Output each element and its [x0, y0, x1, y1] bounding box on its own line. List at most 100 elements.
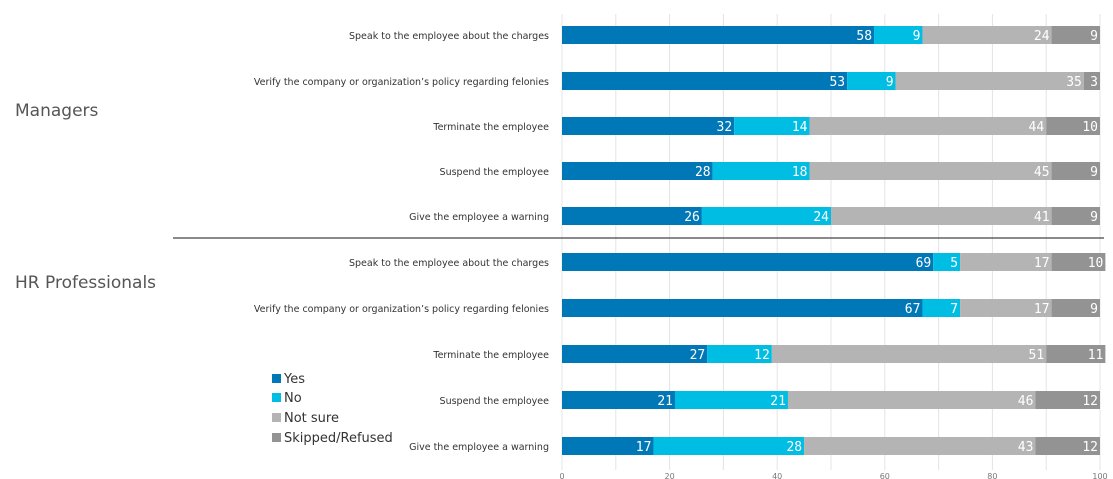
- group-label: Managers: [15, 101, 99, 121]
- bar-segment: [933, 253, 961, 271]
- x-tick-label: 20: [665, 472, 675, 479]
- data-label: 58: [856, 29, 872, 44]
- category-label: Speak to the employee about the charges: [349, 31, 549, 42]
- bar-segment: [960, 299, 1052, 317]
- category-label: Give the employee a warning: [409, 212, 549, 223]
- x-tick-label: 60: [880, 472, 890, 479]
- data-label: 5: [950, 256, 958, 271]
- data-label: 17: [1034, 302, 1050, 317]
- x-axis-ticks: 0 20 40 60 80 100: [559, 472, 1107, 479]
- data-label: 21: [770, 394, 786, 409]
- data-label: 44: [1029, 120, 1045, 135]
- bar-segment: [1046, 117, 1100, 135]
- category-label: Speak to the employee about the charges: [349, 258, 549, 269]
- category-labels: Speak to the employee about the charges V…: [254, 31, 549, 453]
- bar-segment: [562, 253, 934, 271]
- data-label: 14: [792, 120, 808, 135]
- bar-segment: [1051, 162, 1100, 180]
- data-label: 9: [913, 29, 921, 44]
- legend-swatch: [272, 374, 281, 383]
- x-tick-label: 80: [987, 472, 997, 479]
- data-label: 28: [786, 440, 802, 455]
- data-label: 27: [690, 348, 706, 363]
- data-label: 35: [1066, 75, 1082, 90]
- category-label: Verify the company or organization’s pol…: [254, 77, 549, 88]
- bar-segment: [1035, 391, 1100, 409]
- category-label: Terminate the employee: [432, 122, 549, 133]
- x-tick-label: 0: [559, 472, 564, 479]
- data-label: 11: [1088, 348, 1104, 363]
- bar-segment: [847, 72, 896, 90]
- bar-segment: [562, 345, 708, 363]
- bar-segment: [922, 299, 961, 317]
- bar-segment: [562, 207, 702, 225]
- bar-segment: [1083, 72, 1100, 90]
- data-label: 12: [1082, 394, 1098, 409]
- data-label: 10: [1088, 256, 1104, 271]
- category-label: Terminate the employee: [432, 350, 549, 361]
- bar-segment: [1051, 26, 1100, 44]
- legend-swatch: [272, 413, 281, 422]
- bar-segment: [562, 72, 848, 90]
- category-label: Suspend the employee: [440, 167, 550, 178]
- bar-segment: [809, 117, 1047, 135]
- legend-swatch: [272, 433, 281, 442]
- bar-segment: [707, 345, 772, 363]
- data-label: 45: [1034, 165, 1050, 180]
- data-label: 17: [1034, 256, 1050, 271]
- bar-segment: [674, 391, 788, 409]
- data-label: 18: [792, 165, 808, 180]
- legend-label: Yes: [283, 372, 305, 387]
- data-label: 67: [905, 302, 921, 317]
- data-label: 9: [1090, 29, 1098, 44]
- data-label: 46: [1018, 394, 1034, 409]
- data-label: 24: [1034, 29, 1050, 44]
- data-label: 43: [1018, 440, 1034, 455]
- legend-label: Skipped/Refused: [284, 431, 393, 446]
- bar-segment: [771, 345, 1047, 363]
- data-label: 24: [813, 210, 829, 225]
- bar-segment: [874, 26, 923, 44]
- bar-segment: [701, 207, 831, 225]
- bar-segment: [1051, 253, 1106, 271]
- data-label: 53: [829, 75, 845, 90]
- bar-segment: [712, 162, 810, 180]
- bar-segment: [1035, 437, 1100, 455]
- data-label: 28: [695, 165, 711, 180]
- data-label: 12: [1082, 440, 1098, 455]
- data-label: 69: [916, 256, 932, 271]
- data-label: 3: [1090, 75, 1098, 90]
- bar-segment: [809, 162, 1052, 180]
- data-label: 17: [636, 440, 652, 455]
- data-label: 12: [754, 348, 770, 363]
- x-tick-label: 40: [772, 472, 782, 479]
- bar-segment: [831, 207, 1052, 225]
- category-label: Verify the company or organization’s pol…: [254, 304, 549, 315]
- bar-segment: [922, 26, 1052, 44]
- bar-segment: [653, 437, 805, 455]
- group-labels: Managers HR Professionals: [15, 101, 156, 293]
- legend-label: No: [284, 391, 302, 406]
- data-label: 51: [1029, 348, 1045, 363]
- bar-segment: [562, 117, 735, 135]
- legend-swatch: [272, 393, 281, 402]
- bar-segment: [804, 437, 1036, 455]
- bar-segment: [1046, 345, 1106, 363]
- bar-segment: [562, 162, 713, 180]
- bar-segment: [1051, 207, 1100, 225]
- data-label: 9: [1090, 165, 1098, 180]
- bar-segment: [787, 391, 1036, 409]
- legend: Yes No Not sure Skipped/Refused: [272, 372, 393, 446]
- bar-segment: [562, 391, 675, 409]
- x-tick-label: 100: [1092, 472, 1107, 479]
- data-label: 9: [1090, 302, 1098, 317]
- data-label: 10: [1082, 120, 1098, 135]
- legend-label: Not sure: [284, 411, 339, 426]
- bar-segment: [562, 26, 875, 44]
- data-label: 9: [1090, 210, 1098, 225]
- data-label: 21: [657, 394, 673, 409]
- data-label: 41: [1034, 210, 1050, 225]
- bar-segment: [960, 253, 1052, 271]
- group-label: HR Professionals: [15, 273, 156, 293]
